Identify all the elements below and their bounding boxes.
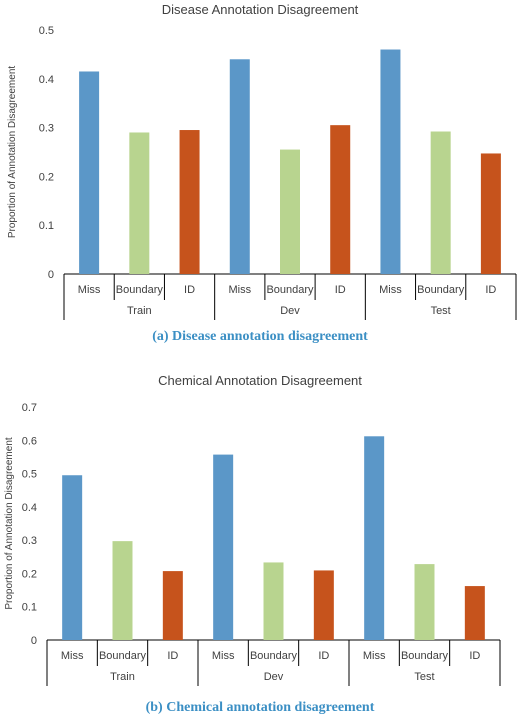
bar-boundary-test [414, 564, 435, 640]
y-axis-label: Proportion of Annotation Disagreement [4, 437, 15, 610]
y-tick-label: 0.1 [22, 602, 37, 614]
group-label: Train [110, 671, 135, 683]
category-label: Boundary [99, 650, 147, 662]
category-label: ID [318, 650, 329, 662]
category-label: Miss [228, 284, 251, 296]
chart-title: Disease Annotation Disagreement [161, 2, 359, 17]
chemical-bar-chart: 0 0.1 0.2 0.3 0.4 0.5 0.6 0.7 Proportion of Anno… [4, 402, 501, 686]
chart-caption: (b) Chemical annotation disagreement [145, 700, 375, 715]
bar-miss-test [364, 436, 385, 640]
y-tick-label: 0 [48, 269, 54, 281]
y-tick-label: 0.4 [39, 74, 54, 86]
category-label: Miss [78, 284, 101, 296]
bar-boundary-dev [280, 149, 300, 274]
bar-id-dev [330, 125, 351, 274]
category-label: Miss [61, 650, 84, 662]
chemical-chart-panel: Chemical Annotation Disagreement 0 0.1 0.2… [0, 360, 520, 721]
group-label: Dev [264, 671, 284, 683]
y-tick-label: 0.5 [39, 25, 54, 37]
category-label: ID [485, 284, 496, 296]
group-label: Test [431, 305, 451, 317]
disease-bar-chart: 0 0.1 0.2 0.3 0.4 0.5 Proportion of Annotation… [7, 25, 517, 320]
category-label: ID [167, 650, 178, 662]
y-tick-label: 0.3 [22, 535, 37, 547]
y-tick-label: 0.6 [22, 435, 37, 447]
group-label: Dev [280, 305, 300, 317]
category-label: Miss [363, 650, 386, 662]
bar-boundary-train [129, 132, 150, 274]
y-axis-label: Proportion of Annotation Disagreement [7, 66, 18, 239]
y-tick-label: 0.5 [22, 469, 37, 481]
disease-chart-panel: Disease Annotation Disagreement 0 0.1 0.2 0… [0, 0, 520, 360]
bar-miss-train [79, 71, 100, 274]
y-tick-label: 0.2 [39, 171, 54, 183]
y-tick-label: 0.1 [39, 220, 54, 232]
y-tick-label: 0.2 [22, 568, 37, 580]
bar-id-train [179, 130, 200, 274]
category-label: ID [469, 650, 480, 662]
bar-boundary-train [112, 541, 133, 640]
bar-miss-test [380, 49, 401, 274]
bar-id-dev [313, 570, 334, 640]
chart-title: Chemical Annotation Disagreement [158, 373, 362, 388]
bar-miss-dev [229, 59, 250, 274]
bar-id-train [162, 571, 183, 640]
category-label: Boundary [250, 650, 298, 662]
group-label: Train [127, 305, 152, 317]
category-label: Boundary [401, 650, 449, 662]
bar-boundary-dev [263, 562, 284, 640]
chart-caption: (a) Disease annotation disagreement [152, 329, 368, 344]
category-label: Miss [212, 650, 235, 662]
bar-miss-train [62, 475, 83, 640]
category-label: Boundary [116, 284, 164, 296]
group-label: Test [414, 671, 434, 683]
category-label: Boundary [266, 284, 314, 296]
bar-id-test [480, 153, 501, 274]
bar-miss-dev [213, 454, 234, 640]
category-label: ID [184, 284, 195, 296]
bar-boundary-test [430, 131, 451, 274]
bar-id-test [464, 586, 485, 640]
y-tick-label: 0.7 [22, 402, 37, 414]
y-tick-label: 0 [31, 635, 37, 647]
category-label: Miss [379, 284, 402, 296]
y-tick-label: 0.3 [39, 123, 54, 135]
category-label: Boundary [417, 284, 465, 296]
y-tick-label: 0.4 [22, 502, 37, 514]
category-label: ID [335, 284, 346, 296]
